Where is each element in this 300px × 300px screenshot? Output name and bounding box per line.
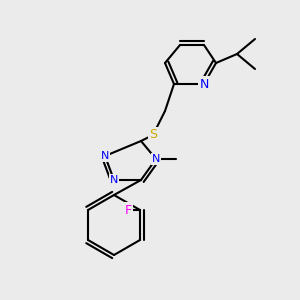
Text: F: F <box>124 203 131 217</box>
Text: N: N <box>199 77 209 91</box>
Text: N: N <box>152 154 160 164</box>
Text: S: S <box>149 128 157 142</box>
Text: N: N <box>101 151 109 161</box>
Text: N: N <box>110 175 118 185</box>
